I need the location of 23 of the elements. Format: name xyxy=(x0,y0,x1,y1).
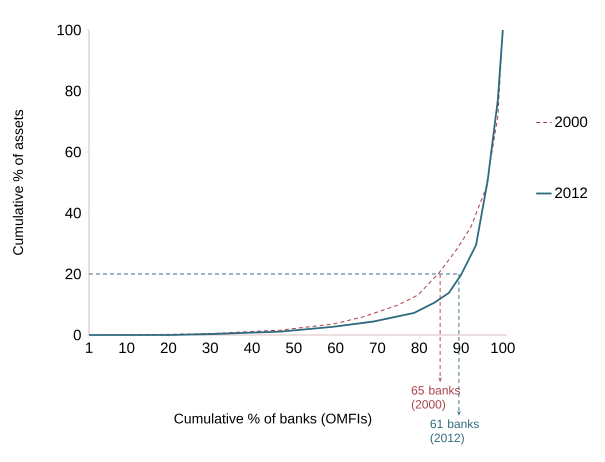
ref-line-label: 65 banks (2000) xyxy=(412,386,460,411)
y-tick-label: 60 xyxy=(66,146,81,158)
y-tick-label: 20 xyxy=(66,268,81,280)
y-axis-title: Cumulative % of assets xyxy=(12,110,24,255)
x-tick-label: 30 xyxy=(202,342,218,354)
legend-label: 2000 xyxy=(555,116,588,128)
x-tick-label: 50 xyxy=(286,342,302,354)
x-tick-label: 10 xyxy=(119,342,134,354)
x-tick-label: 70 xyxy=(370,342,386,354)
y-tick-label: 100 xyxy=(58,24,81,36)
legend-label: 2012 xyxy=(555,188,588,198)
y-tick-label: 80 xyxy=(65,86,81,96)
x-tick-label: 90 xyxy=(453,342,469,354)
x-tick-label: 20 xyxy=(160,342,176,354)
x-tick-label: 80 xyxy=(412,342,427,354)
y-tick-label: 0 xyxy=(74,330,81,340)
x-tick-label: 40 xyxy=(244,342,260,354)
x-tick-label: 60 xyxy=(328,342,344,354)
x-tick-label: 1 xyxy=(86,342,92,353)
y-tick-label: 40 xyxy=(65,208,81,218)
x-axis-title: Cumulative % of banks (OMFIs) xyxy=(174,413,372,426)
ref-line-label: 61 banks (2012) xyxy=(430,419,479,445)
x-tick-label: 100 xyxy=(491,342,515,354)
